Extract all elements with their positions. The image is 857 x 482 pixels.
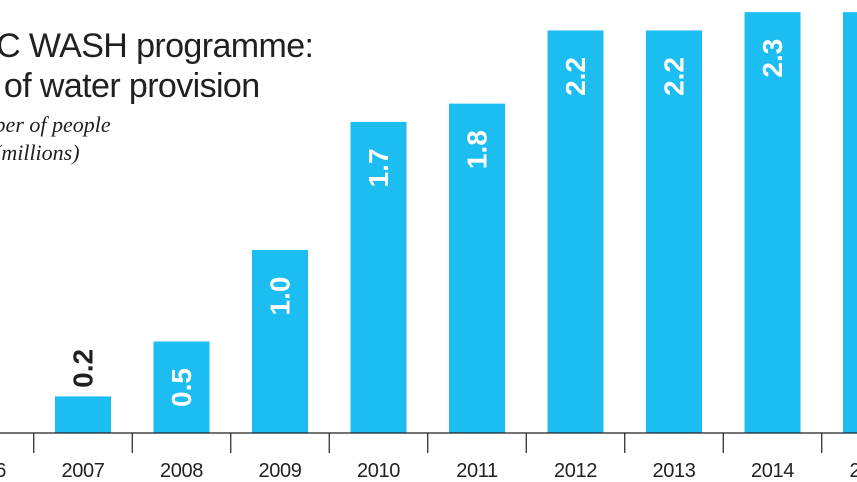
x-tick-label-2006: 2006: [0, 460, 6, 482]
bar-2009: [252, 250, 308, 433]
data-label-2011: 1.8: [462, 130, 493, 169]
data-label-2013: 2.2: [659, 57, 690, 96]
bar-2015: [843, 12, 857, 434]
data-label-2009: 1.0: [265, 277, 296, 316]
chart-subtitle-line-2: (millions): [0, 140, 80, 165]
data-label-2010: 1.7: [363, 148, 394, 187]
bar-2012: [547, 30, 604, 433]
bars-group: [55, 12, 857, 434]
bar-2013: [646, 30, 702, 433]
x-tick-label-2014: 2014: [751, 460, 794, 482]
bar-2010: [350, 121, 407, 434]
x-tick-label-2011: 2011: [456, 460, 498, 482]
x-tick-label-2009: 2009: [259, 460, 302, 482]
x-tick-label-2015: 2015: [850, 460, 857, 482]
chart-subtitle-line-1: Number of people: [0, 112, 111, 137]
x-tick-label-2012: 2012: [554, 460, 597, 482]
data-label-2008: 0.5: [166, 368, 197, 407]
bar-2007: [55, 396, 111, 433]
x-tick-label-2007: 2007: [62, 460, 105, 482]
data-label-2007: 0.2: [68, 349, 99, 388]
bar-2011: [449, 103, 505, 433]
x-tick-label-2010: 2010: [357, 460, 400, 482]
chart-title-line-1: BRAC WASH programme:: [0, 27, 313, 65]
bar-2008: [153, 341, 210, 433]
data-label-2014: 2.3: [757, 39, 788, 78]
x-tick-label-2013: 2013: [653, 460, 696, 482]
data-labels-group: 0.2 0.5 1.0 1.7 1.8 2.2 2.2 2.3: [68, 39, 789, 407]
bar-2014: [744, 12, 801, 434]
chart-title-line-2: Scale of water provision: [0, 67, 260, 105]
x-tick-label-2008: 2008: [160, 460, 203, 482]
data-label-2012: 2.2: [560, 57, 591, 96]
x-ticks-group: 2006 2007 2008 2009 2010 2011 2012 2013 2014 2015: [0, 433, 857, 482]
